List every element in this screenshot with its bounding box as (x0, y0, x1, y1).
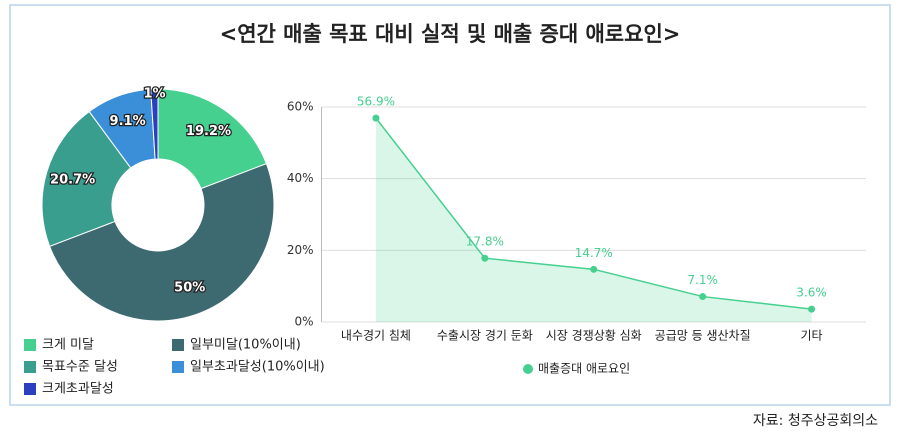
donut-slice (150, 88, 159, 160)
legend-label: 일부초과달성(10%이내) (190, 360, 325, 375)
donut-slice (157, 88, 268, 190)
legend-label: 일부미달(10%이내) (190, 338, 301, 353)
data-label: 50% (174, 281, 205, 296)
frame (9, 4, 891, 406)
x-tick-label: 수출시장 경기 둔화 (437, 329, 533, 343)
x-tick-label: 공급망 등 생산차질 (655, 329, 751, 343)
source: 자료: 청주상공회의소 (753, 413, 878, 429)
chart-title: <연간 매출 목표 대비 실적 및 매출 증대 애로요인> (220, 22, 681, 46)
data-label: 1% (143, 87, 165, 102)
x-tick-label: 기타 (801, 329, 823, 343)
legend-label: 매출증대 애로요인 (538, 362, 630, 376)
x-tick-label: 시장 경쟁상황 심화 (546, 329, 642, 343)
data-label: 14.7% (575, 246, 613, 260)
data-label: 3.6% (796, 286, 827, 300)
data-label: 9.1% (110, 114, 146, 129)
y-tick-label: 20% (287, 243, 314, 257)
donut-slice (48, 163, 275, 322)
area (375, 118, 812, 322)
donut-slice (41, 110, 132, 247)
legend-label: 크게초과달성 (42, 382, 114, 397)
legend-swatch (172, 339, 184, 351)
data-label: 19.2% (186, 124, 231, 139)
data-label: 17.8% (466, 235, 504, 249)
y-tick-label: 40% (287, 171, 314, 185)
point (481, 254, 489, 262)
legend-swatch (172, 361, 184, 373)
legend-swatch (24, 383, 36, 395)
y-tick-label: 60% (287, 100, 314, 114)
legend-marker (523, 364, 533, 374)
data-label: 7.1% (687, 273, 718, 287)
point (808, 305, 816, 313)
point (699, 293, 707, 301)
legend-swatch (24, 339, 36, 351)
legend-label: 크게 미달 (42, 338, 94, 353)
data-label: 56.9% (357, 95, 395, 109)
point (590, 265, 598, 273)
legend-swatch (24, 361, 36, 373)
point (372, 114, 380, 122)
x-tick-label: 내수경기 침체 (341, 329, 411, 343)
data-label: 20.7% (50, 172, 95, 187)
y-tick-label: 0% (294, 315, 313, 329)
legend-label: 목표수준 달성 (42, 360, 118, 375)
